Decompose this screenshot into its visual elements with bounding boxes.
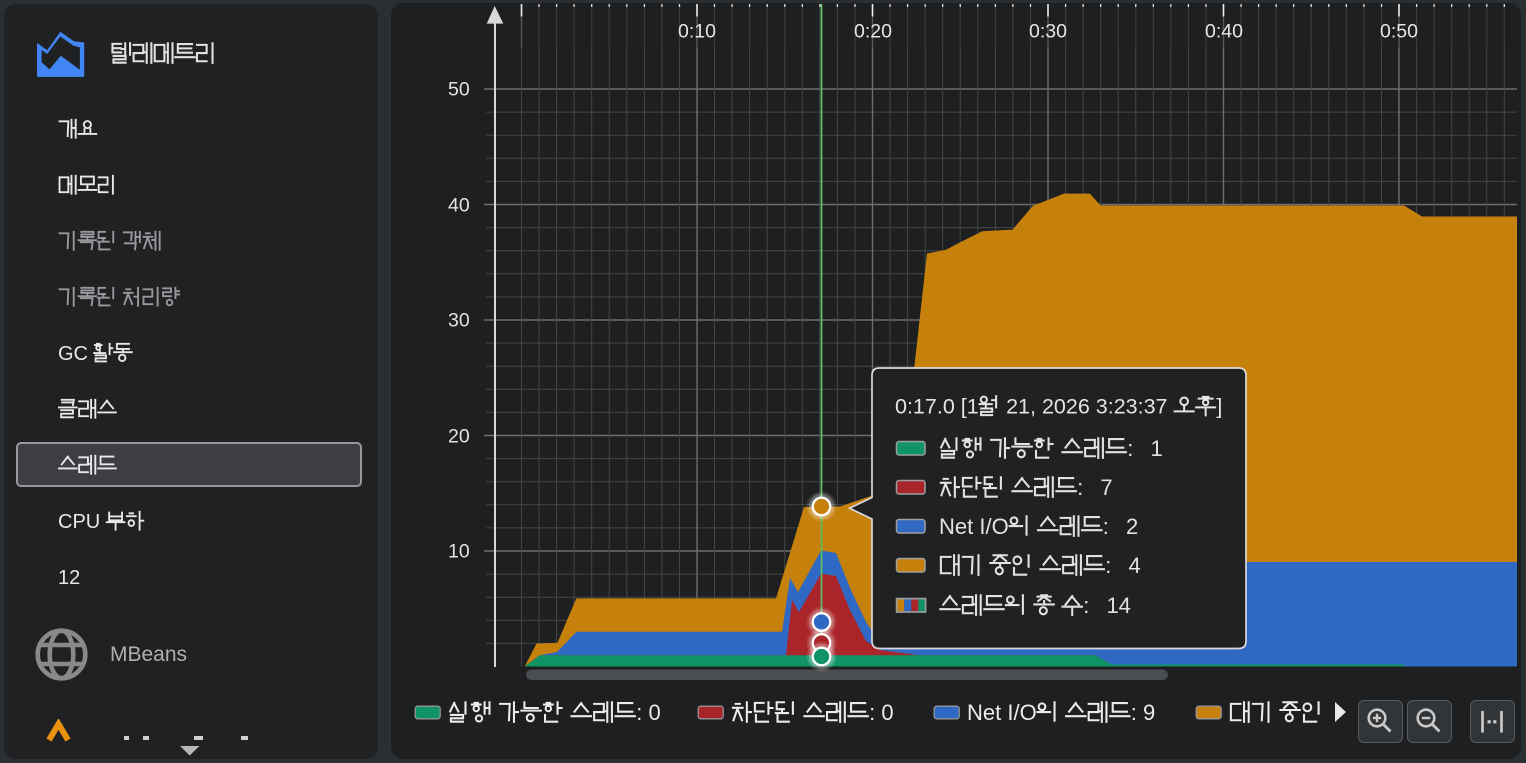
svg-text:: 14: : 14	[1083, 593, 1131, 618]
svg-text:10: 10	[448, 541, 470, 563]
svg-text:0:40: 0:40	[1205, 21, 1243, 43]
svg-text:0:30: 0:30	[1029, 21, 1067, 43]
svg-text:0:10: 0:10	[678, 21, 716, 43]
svg-text:GC: GC	[58, 343, 94, 365]
svg-text:]: ]	[1216, 395, 1222, 419]
svg-text:: 7: : 7	[1077, 475, 1112, 500]
svg-text:40: 40	[448, 194, 470, 216]
svg-text:MBeans: MBeans	[110, 643, 187, 666]
svg-text:: 9: : 9	[1131, 700, 1155, 725]
svg-text:Net I/O: Net I/O	[967, 700, 1037, 725]
svg-text:: 1: : 1	[1127, 436, 1162, 461]
svg-text:12: 12	[58, 567, 80, 589]
svg-text:: 4: : 4	[1105, 553, 1140, 578]
svg-text:: 2: : 2	[1102, 514, 1137, 539]
svg-text:: 0: : 0	[869, 700, 893, 725]
svg-text:CPU: CPU	[58, 511, 106, 533]
svg-text:50: 50	[448, 79, 470, 101]
svg-text:Net I/O: Net I/O	[939, 514, 1009, 539]
svg-text:20: 20	[448, 425, 470, 447]
svg-text:30: 30	[448, 310, 470, 332]
svg-text:0:50: 0:50	[1380, 21, 1418, 43]
svg-text:0:20: 0:20	[854, 21, 892, 43]
svg-text:0:17.0 [1: 0:17.0 [1	[895, 395, 979, 419]
svg-text:: 0: : 0	[636, 700, 660, 725]
svg-text:21, 2026 3:23:37: 21, 2026 3:23:37	[1000, 395, 1173, 419]
